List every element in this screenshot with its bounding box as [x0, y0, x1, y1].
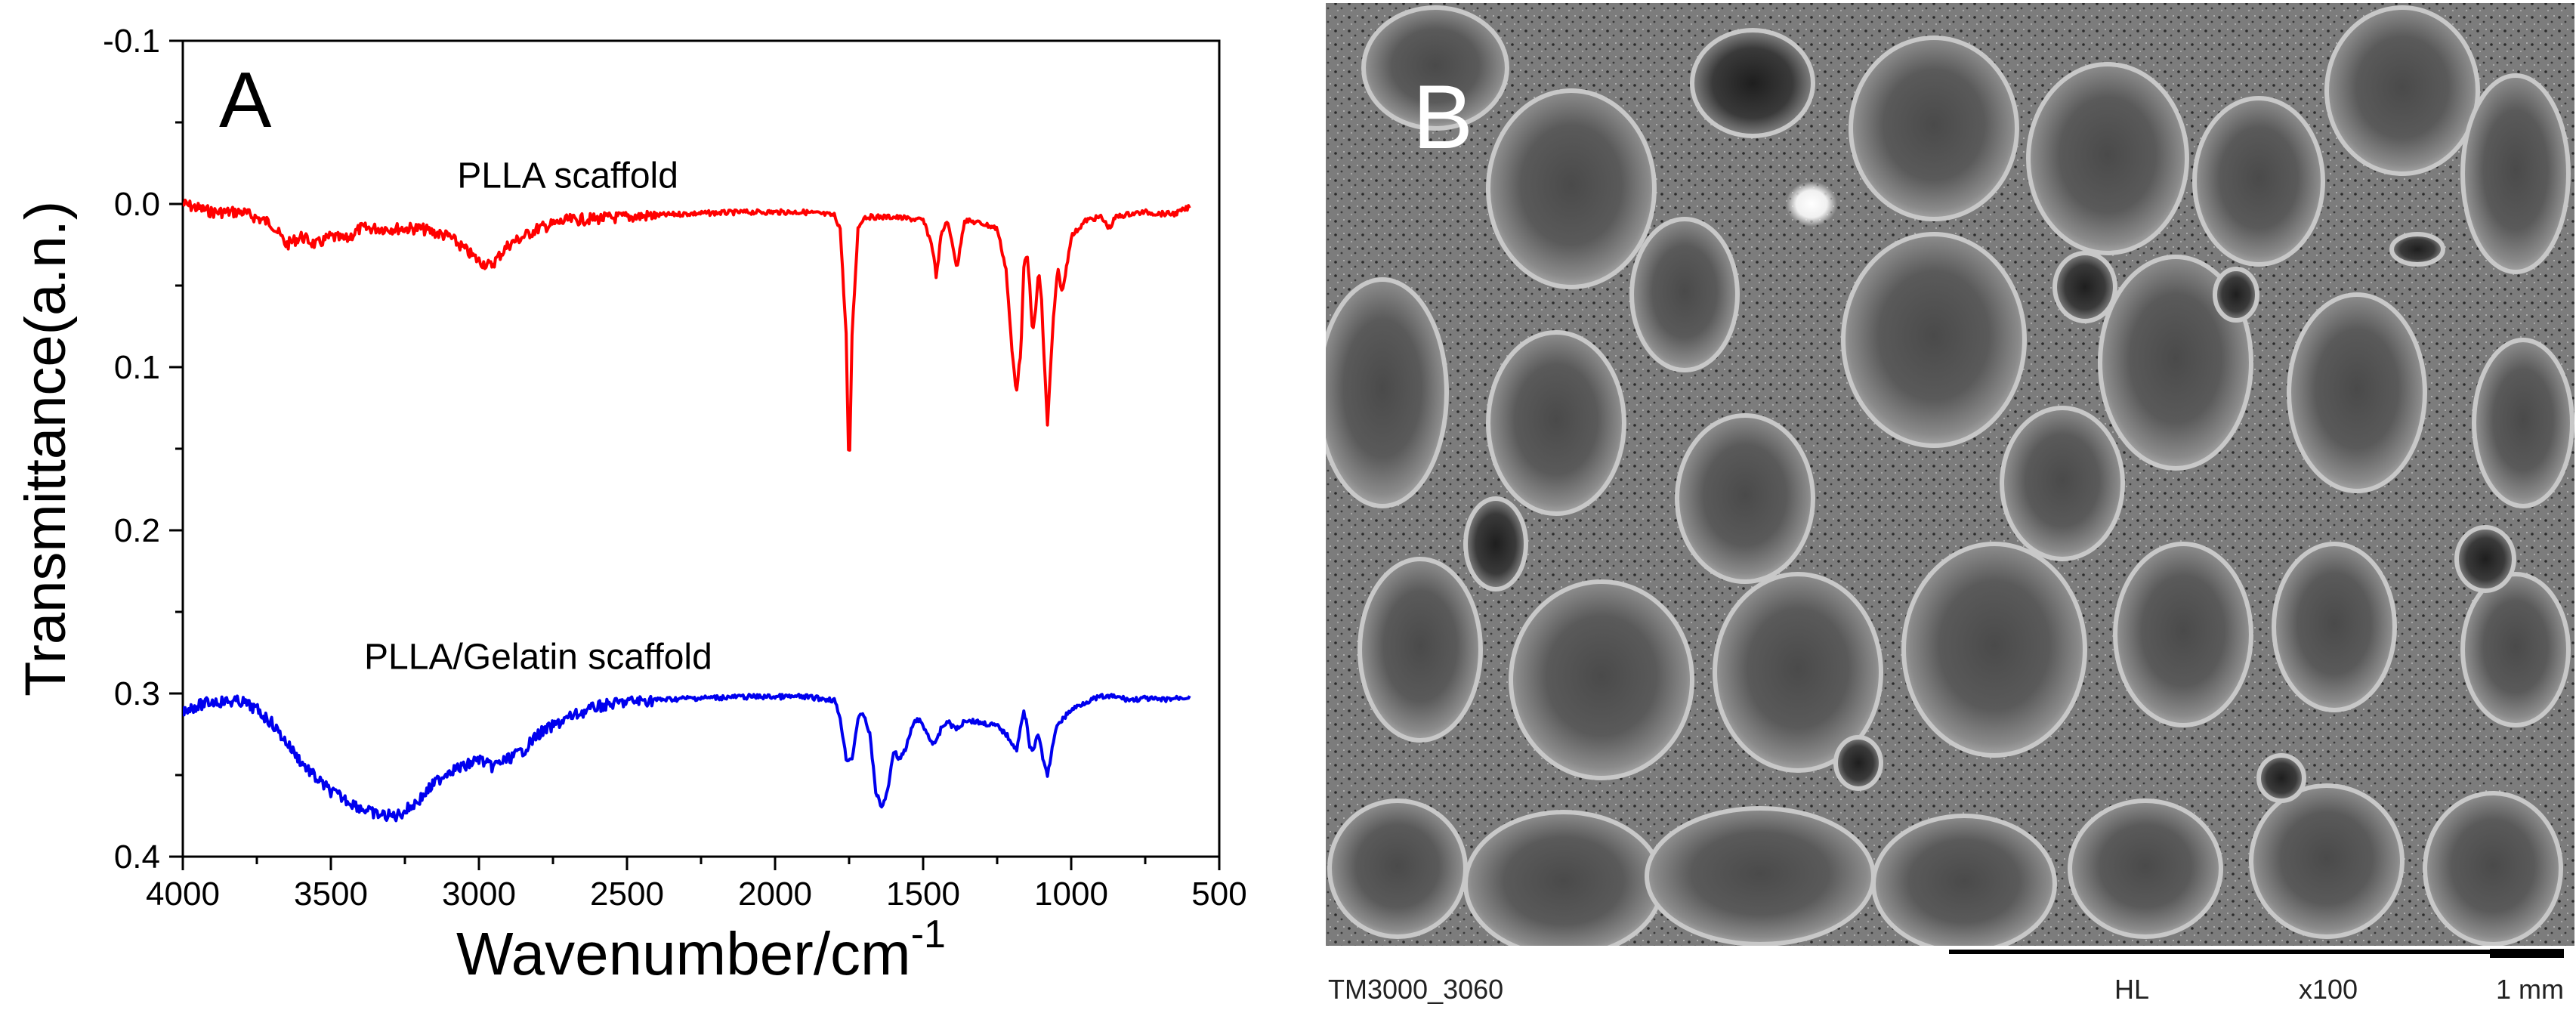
sem-pore	[2113, 542, 2253, 727]
sem-pore	[2052, 251, 2117, 323]
sem-pore	[2256, 753, 2306, 803]
sem-pore	[2192, 96, 2325, 267]
sem-pore	[1871, 814, 2057, 946]
sem-mode-label: HL	[2114, 974, 2149, 1005]
sem-pore	[1901, 542, 2087, 758]
x-tick-label: 3000	[442, 876, 516, 913]
y-tick-label: -0.1	[103, 23, 160, 60]
sem-pore	[2000, 406, 2125, 561]
x-tick-label: 2500	[590, 876, 664, 913]
sem-pore	[2423, 791, 2563, 946]
y-tick-label: 0.2	[114, 512, 160, 549]
sem-pore	[2389, 232, 2445, 267]
sem-pore	[2249, 783, 2405, 939]
plot-frame	[181, 39, 1221, 858]
sem-pore	[2460, 572, 2571, 727]
sem-pore	[2098, 255, 2253, 471]
x-tick-label: 2000	[738, 876, 812, 913]
y-tick-label: 0.0	[114, 186, 160, 223]
panel-label-b: B	[1413, 66, 1473, 168]
sem-pore	[2026, 62, 2189, 255]
sem-micrograph: B TM3000_3060 HL x100 1 mm	[1326, 3, 2574, 1005]
x-tick-label: 4000	[146, 876, 220, 913]
sem-pore	[1357, 557, 1483, 743]
sem-pore	[1849, 36, 2019, 221]
sem-pore	[1690, 28, 1815, 138]
sem-pore	[1326, 277, 1449, 508]
sem-pore	[1463, 496, 1528, 591]
x-axis-label-superscript: -1	[911, 913, 946, 956]
sem-pore	[1713, 572, 1883, 773]
sem-pores	[1326, 5, 2574, 946]
sem-pore	[2472, 338, 2574, 508]
series-annotation: PLLA/Gelatin scaffold	[364, 638, 712, 678]
sem-pore	[1645, 806, 1876, 946]
x-tick-label: 1500	[886, 876, 960, 913]
y-axis-label: Transmittance(a.n.)	[14, 201, 78, 696]
panel-label-a: A	[219, 57, 272, 144]
sem-scale-length-label: 1 mm	[2496, 974, 2564, 1005]
series-annotation: PLLA scaffold	[457, 156, 678, 196]
sem-pore	[2460, 73, 2571, 274]
series-line-plla-gelatin	[183, 693, 1191, 823]
sem-image	[1326, 3, 2574, 946]
sem-instrument-label: TM3000_3060	[1328, 974, 1503, 1005]
sem-magnification-label: x100	[2299, 974, 2358, 1005]
sem-pore	[1463, 810, 1664, 946]
sem-pore	[1833, 735, 1883, 791]
x-axis-label: Wavenumber/cm-1	[456, 913, 946, 987]
sem-pore	[1361, 5, 1509, 131]
x-axis-ticks: 4000 3500 3000 2500 2000 1500 1000 500	[146, 857, 1247, 913]
series-layer	[183, 199, 1191, 823]
sem-pore	[1509, 579, 1694, 780]
x-axis-label-text: Wavenumber/cm	[456, 920, 911, 987]
ftir-chart: 4000 3500 3000 2500 2000 1500 1000 500 -0.1 0.0 0…	[14, 23, 1247, 987]
sem-pore	[1486, 88, 1657, 289]
sem-pore	[2454, 525, 2516, 593]
sem-pore	[2324, 5, 2480, 176]
y-tick-label: 0.4	[114, 839, 160, 876]
sem-pore	[1629, 217, 1740, 372]
x-tick-label: 3500	[294, 876, 368, 913]
x-tick-label: 1000	[1034, 876, 1108, 913]
sem-pore	[1486, 330, 1626, 516]
sem-pore	[1327, 798, 1468, 939]
x-tick-label: 500	[1191, 876, 1246, 913]
y-axis-ticks: -0.1 0.0 0.1 0.2 0.3 0.4	[103, 23, 183, 876]
sem-pore	[2068, 798, 2223, 939]
y-tick-label: 0.3	[114, 675, 160, 712]
sem-pore	[2213, 267, 2259, 323]
series-line-plla	[183, 199, 1191, 452]
y-tick-label: 0.1	[114, 349, 160, 386]
sem-pore	[1841, 232, 2027, 448]
sem-pore	[2272, 542, 2397, 712]
sem-glare	[1786, 181, 1837, 227]
sem-pore	[1675, 413, 1815, 584]
annotation-layer: PLLA scaffold PLLA/Gelatin scaffold	[364, 156, 712, 677]
sem-pore	[2287, 292, 2427, 493]
